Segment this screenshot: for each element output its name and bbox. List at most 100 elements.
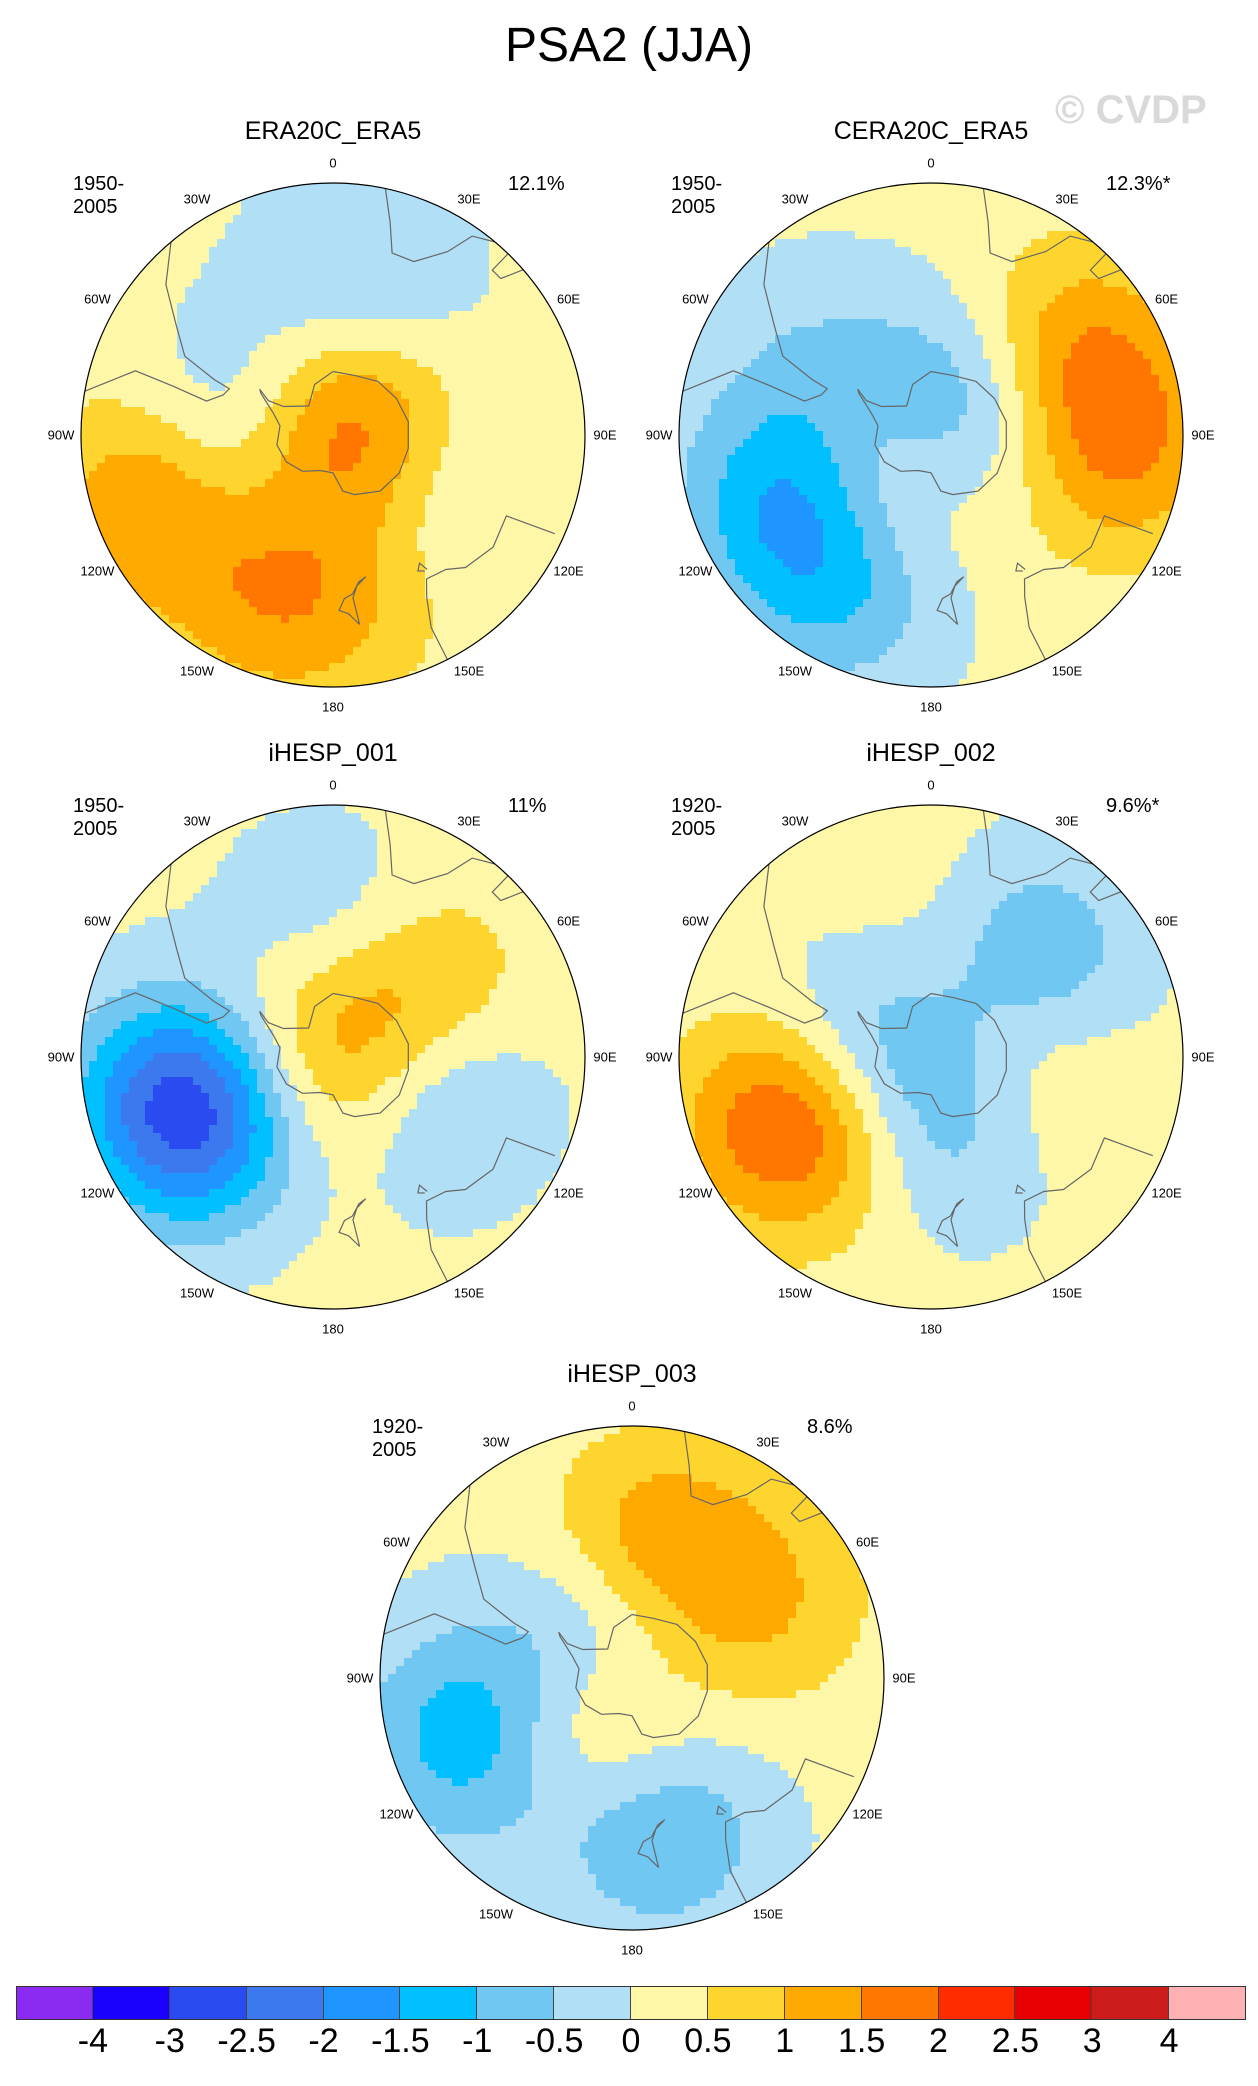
field-cell bbox=[345, 487, 354, 496]
field-cell bbox=[505, 319, 514, 328]
field-cell bbox=[281, 471, 290, 480]
field-cell bbox=[353, 359, 362, 368]
field-cell bbox=[201, 431, 210, 440]
field-cell bbox=[441, 551, 450, 560]
field-cell bbox=[1039, 351, 1048, 360]
field-cell bbox=[345, 383, 354, 392]
field-cell bbox=[121, 527, 130, 536]
field-cell bbox=[409, 607, 418, 616]
field-cell bbox=[137, 583, 146, 592]
field-cell bbox=[297, 487, 306, 496]
field-cell bbox=[735, 423, 744, 432]
field-cell bbox=[385, 191, 394, 200]
field-cell bbox=[273, 399, 282, 408]
field-cell bbox=[305, 623, 314, 632]
field-cell bbox=[577, 399, 585, 408]
field-cell bbox=[321, 503, 330, 512]
field-cell bbox=[847, 207, 856, 216]
field-cell bbox=[281, 639, 290, 648]
field-cell bbox=[313, 351, 322, 360]
field-cell bbox=[393, 447, 402, 456]
field-cell bbox=[265, 215, 274, 224]
field-cell bbox=[353, 367, 362, 376]
field-cell bbox=[577, 423, 585, 432]
field-cell bbox=[297, 399, 306, 408]
field-cell bbox=[1015, 199, 1024, 208]
field-cell bbox=[449, 415, 458, 424]
field-cell bbox=[241, 423, 250, 432]
field-cell bbox=[1007, 407, 1016, 416]
field-cell bbox=[297, 607, 306, 616]
field-cell bbox=[289, 623, 298, 632]
field-cell bbox=[521, 327, 530, 336]
field-cell bbox=[273, 343, 282, 352]
field-cell bbox=[1135, 375, 1144, 384]
field-cell bbox=[329, 607, 338, 616]
field-cell bbox=[951, 375, 960, 384]
field-cell bbox=[129, 455, 138, 464]
field-cell bbox=[369, 543, 378, 552]
field-cell bbox=[257, 383, 266, 392]
field-cell bbox=[377, 327, 386, 336]
field-cell bbox=[265, 231, 274, 240]
field-cell bbox=[791, 367, 800, 376]
field-cell bbox=[281, 391, 290, 400]
field-cell bbox=[177, 527, 186, 536]
field-cell bbox=[313, 623, 322, 632]
longitude-label: 90W bbox=[47, 427, 75, 443]
field-cell bbox=[241, 255, 250, 264]
field-cell bbox=[983, 239, 992, 248]
field-cell bbox=[369, 311, 378, 320]
field-cell bbox=[919, 407, 928, 416]
field-cell bbox=[289, 607, 298, 616]
field-cell bbox=[265, 351, 274, 360]
field-cell bbox=[193, 623, 202, 632]
field-cell bbox=[425, 551, 434, 560]
field-cell bbox=[465, 503, 474, 512]
field-cell bbox=[521, 271, 530, 280]
field-cell bbox=[169, 287, 178, 296]
field-cell bbox=[903, 191, 912, 200]
field-cell bbox=[233, 431, 242, 440]
field-cell bbox=[313, 503, 322, 512]
field-cell bbox=[951, 271, 960, 280]
field-cell bbox=[401, 303, 410, 312]
field-cell bbox=[529, 367, 538, 376]
field-cell bbox=[369, 671, 378, 680]
field-cell bbox=[193, 247, 202, 256]
field-cell bbox=[775, 311, 784, 320]
field-cell bbox=[393, 319, 402, 328]
field-cell bbox=[345, 319, 354, 328]
field-cell bbox=[991, 415, 1000, 424]
field-cell bbox=[569, 503, 578, 512]
field-cell bbox=[903, 391, 912, 400]
field-cell bbox=[265, 247, 274, 256]
field-cell bbox=[577, 391, 585, 400]
field-cell bbox=[337, 423, 346, 432]
field-cell bbox=[329, 503, 338, 512]
field-cell bbox=[815, 431, 824, 440]
field-cell bbox=[449, 615, 458, 624]
field-cell bbox=[145, 599, 154, 608]
field-cell bbox=[377, 247, 386, 256]
field-cell bbox=[481, 447, 490, 456]
field-cell bbox=[1095, 263, 1104, 272]
field-cell bbox=[1031, 431, 1040, 440]
field-cell bbox=[497, 431, 506, 440]
field-cell bbox=[497, 279, 506, 288]
field-cell bbox=[257, 503, 266, 512]
field-cell bbox=[767, 319, 776, 328]
field-cell bbox=[417, 319, 426, 328]
field-cell bbox=[465, 607, 474, 616]
field-cell bbox=[895, 351, 904, 360]
field-cell bbox=[249, 631, 258, 640]
field-cell bbox=[385, 559, 394, 568]
field-cell bbox=[1015, 295, 1024, 304]
field-cell bbox=[863, 303, 872, 312]
field-cell bbox=[775, 439, 784, 448]
field-cell bbox=[321, 399, 330, 408]
field-cell bbox=[703, 415, 712, 424]
field-cell bbox=[161, 375, 170, 384]
field-cell bbox=[289, 415, 298, 424]
field-cell bbox=[871, 303, 880, 312]
